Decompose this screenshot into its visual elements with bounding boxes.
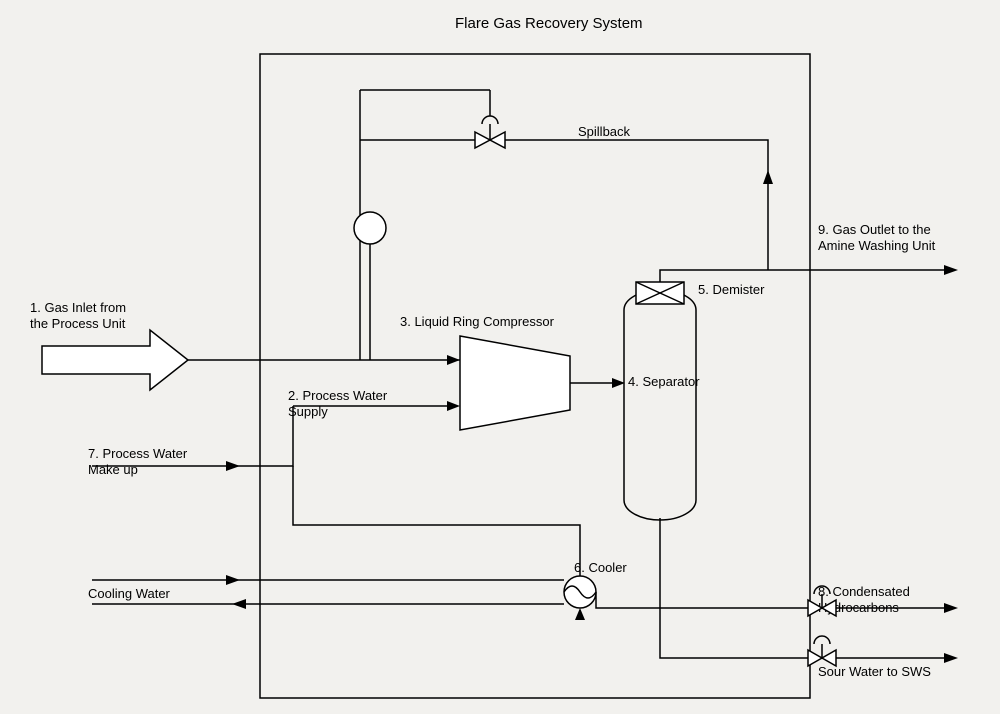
label-1b: the Process Unit xyxy=(30,316,126,331)
diagram-title: Flare Gas Recovery System xyxy=(455,15,643,32)
label-cooling: Cooling Water xyxy=(88,586,171,601)
label-9a: 9. Gas Outlet to the xyxy=(818,222,931,237)
label-4: 4. Separator xyxy=(628,374,700,389)
label-1a: 1. Gas Inlet from xyxy=(30,300,126,315)
diagram-canvas: Flare Gas Recovery System 1. Gas Inlet f… xyxy=(0,0,1000,714)
label-2a: 2. Process Water xyxy=(288,388,388,403)
label-6: 6. Cooler xyxy=(574,560,627,575)
label-3: 3. Liquid Ring Compressor xyxy=(400,314,555,329)
label-7a: 7. Process Water xyxy=(88,446,188,461)
label-spillback: Spillback xyxy=(578,124,631,139)
demister xyxy=(636,282,684,304)
label-7b: Make up xyxy=(88,462,138,477)
label-5: 5. Demister xyxy=(698,282,765,297)
label-9b: Amine Washing Unit xyxy=(818,238,936,253)
label-2b: Supply xyxy=(288,404,328,419)
label-8a: 8. Condensated xyxy=(818,584,910,599)
instrument-icon xyxy=(354,212,386,244)
cooler xyxy=(564,576,596,608)
